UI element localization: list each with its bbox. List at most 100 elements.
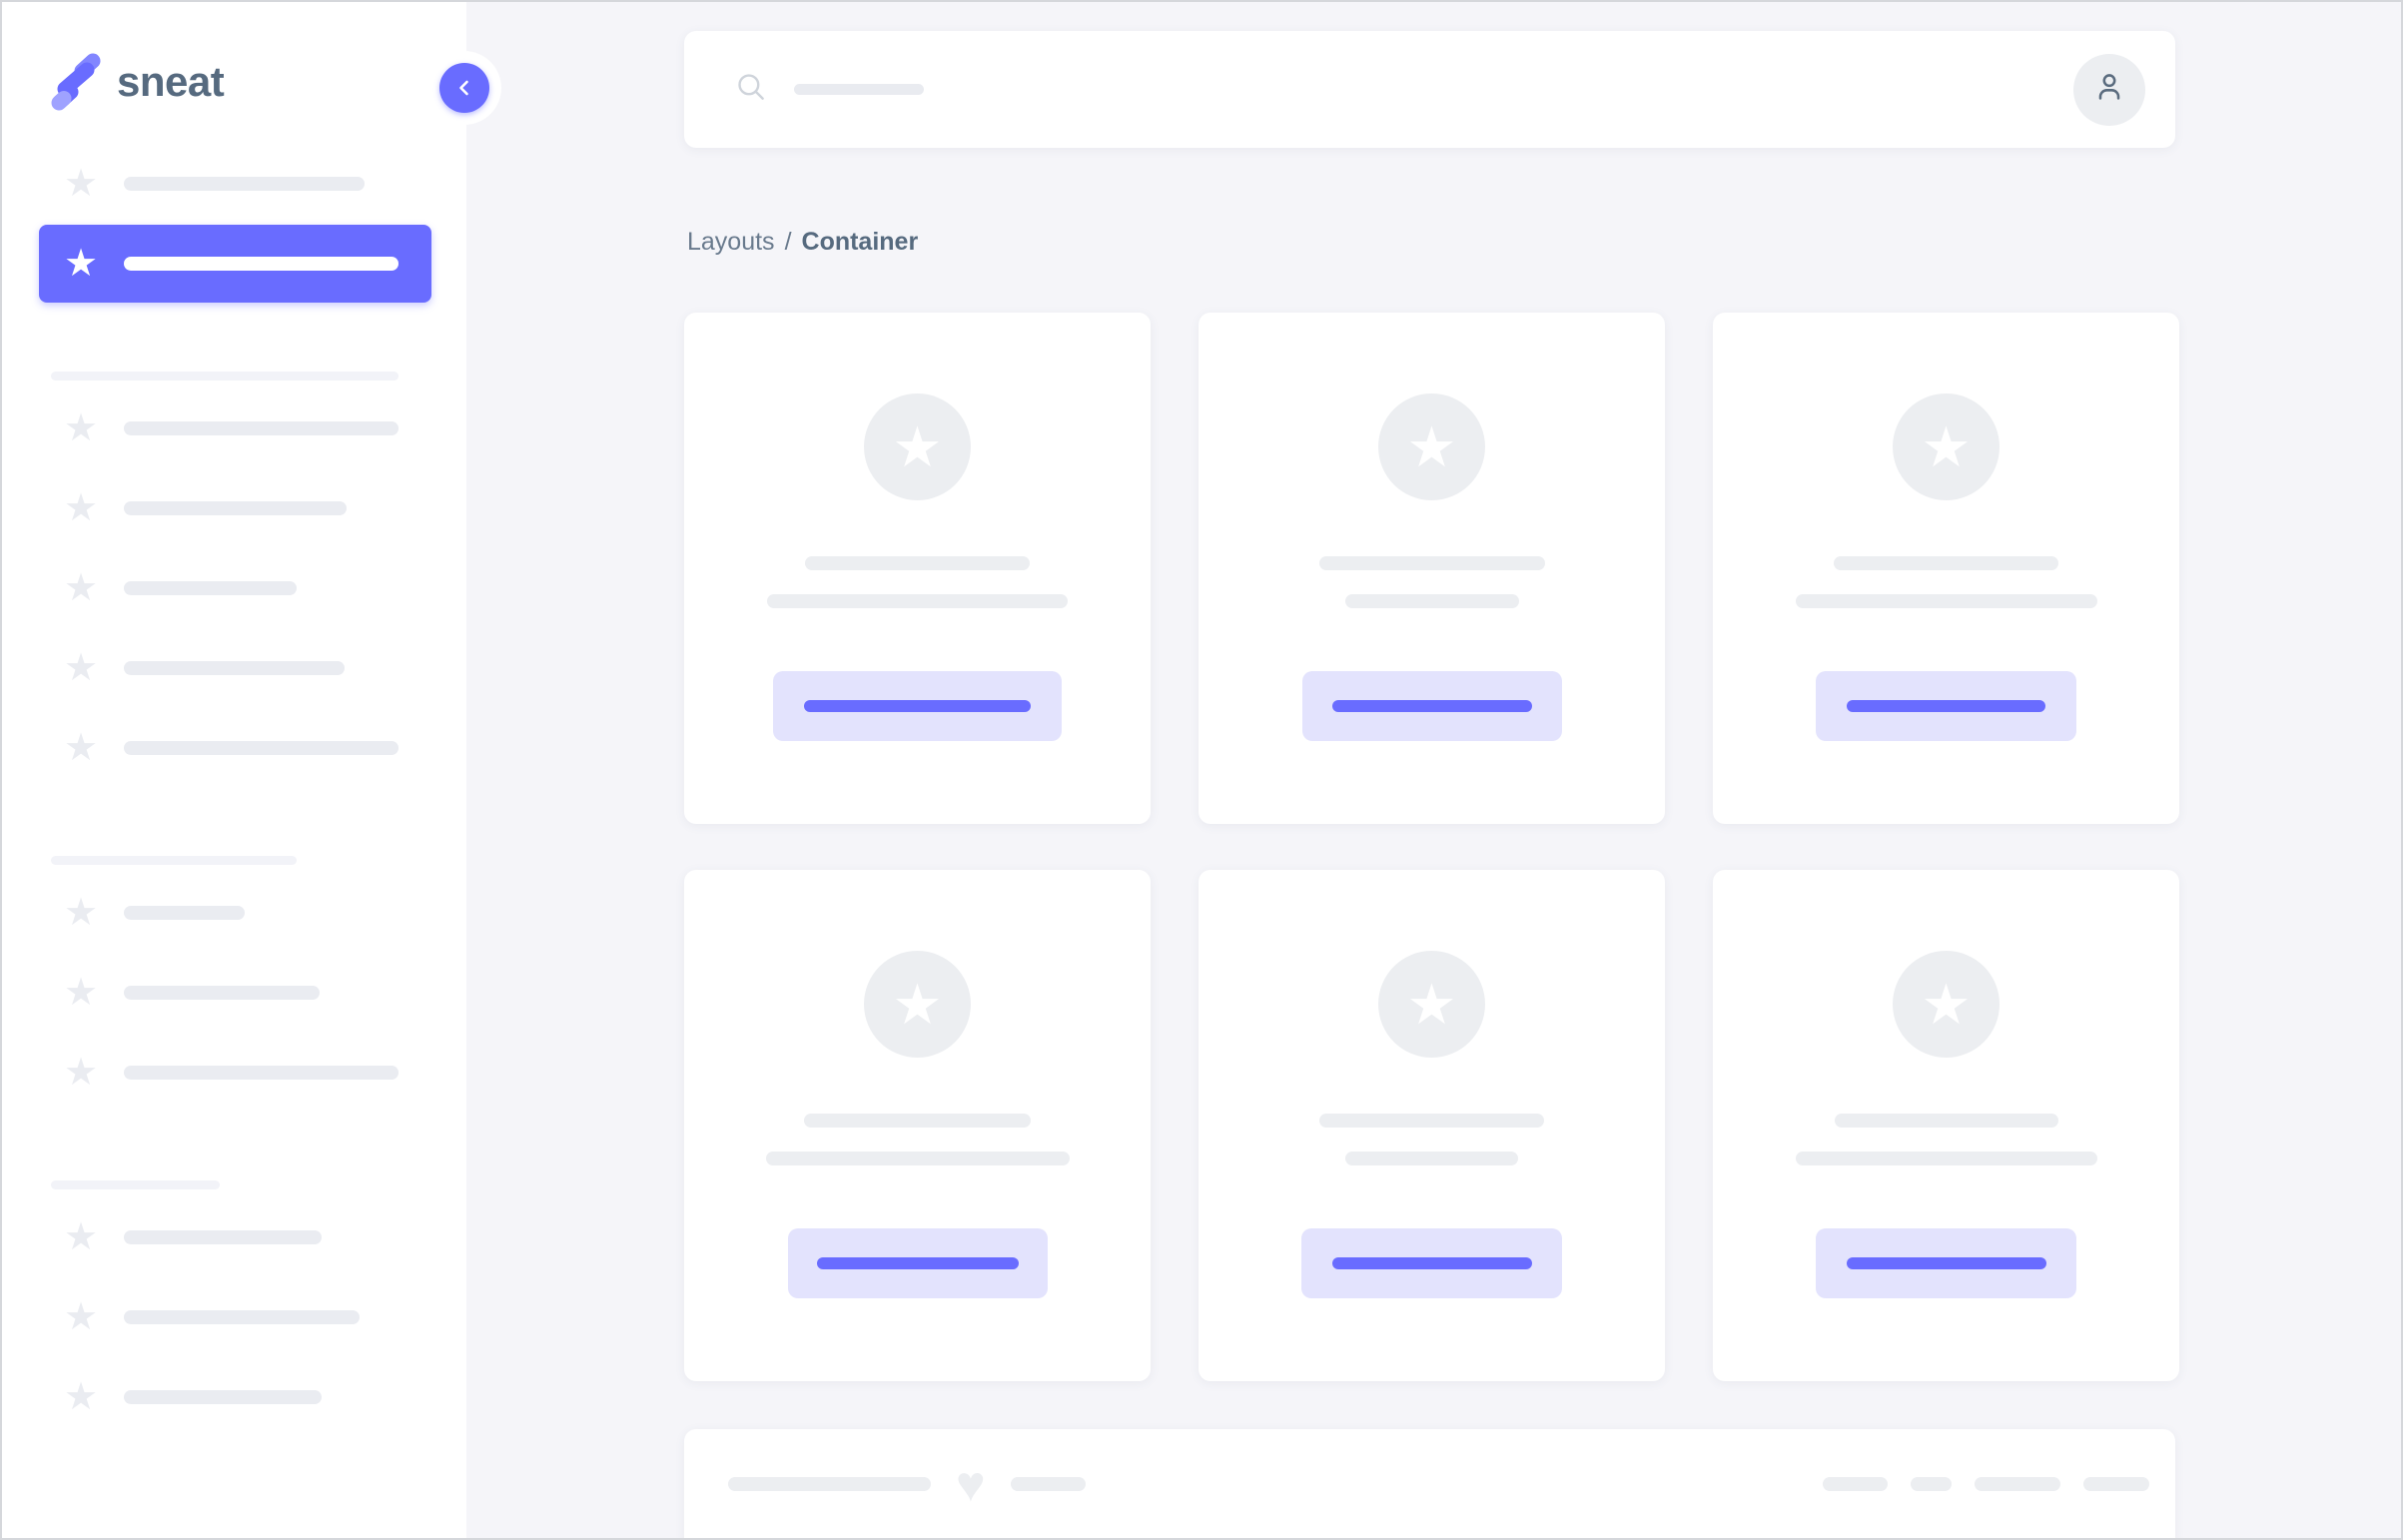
brand-name: sneat [117,58,225,105]
star-icon: ★ [63,1296,99,1338]
content-card: ★ [1713,870,2179,1381]
pagination-placeholder-bar [2083,1477,2149,1491]
search-bar-card[interactable] [684,31,2175,148]
card-button-placeholder[interactable] [787,1228,1048,1298]
content-card: ★ [1199,313,1665,824]
sidebar-item[interactable]: ★ [2,708,466,788]
menu-label-placeholder [124,741,399,755]
menu-label-placeholder [124,257,399,271]
star-icon: ★ [1921,972,1972,1036]
sidebar-item[interactable]: ★ [2,1197,466,1277]
button-label-placeholder [1331,700,1532,712]
star-icon: ★ [63,567,99,609]
menu-label-placeholder [124,1390,322,1404]
menu-section-divider [51,856,297,865]
sidebar-item[interactable]: ★ [2,388,466,468]
star-icon: ★ [63,892,99,934]
card-button-placeholder[interactable] [1301,671,1562,741]
breadcrumb-section[interactable]: Layouts [687,227,775,256]
sidebar-item[interactable]: ★ [2,1033,466,1113]
text-line-placeholder [1318,556,1545,570]
text-line-placeholder [1795,594,2097,608]
star-icon: ★ [63,1216,99,1258]
star-icon: ★ [63,727,99,769]
card-button-placeholder[interactable] [773,671,1062,741]
menu-section-divider [51,372,399,381]
menu-label-placeholder [124,906,245,920]
star-icon: ★ [63,487,99,529]
star-icon: ★ [1406,972,1457,1036]
search-placeholder-bar [794,84,924,95]
menu-label-placeholder [124,986,320,1000]
text-line-placeholder [1344,594,1519,608]
menu-label-placeholder [124,501,347,515]
search-icon [734,70,768,109]
sidebar-item[interactable]: ★ [2,548,466,628]
button-label-placeholder [1847,700,2045,712]
button-label-placeholder [1846,1257,2046,1269]
menu-label-placeholder [124,421,399,435]
pagination-placeholder-bar [1823,1477,1888,1491]
image-placeholder-circle: ★ [1378,951,1485,1058]
sidebar-collapse-button[interactable] [427,51,501,125]
menu-label-placeholder [124,177,365,191]
breadcrumb-separator: / [784,227,792,256]
breadcrumb-current: Container [801,227,919,256]
image-placeholder-circle: ★ [1893,951,2000,1058]
bottom-card-left-group: ♥ [728,1459,1086,1509]
card-grid: ★ ★ ★ ★ ★ ★ [684,313,2179,1381]
text-line-placeholder [765,1152,1070,1165]
star-icon: ★ [892,972,943,1036]
sidebar-item[interactable]: ★ [2,144,466,224]
sidebar-item-active[interactable]: ★ [39,225,431,303]
star-icon: ★ [63,972,99,1014]
sidebar-item[interactable]: ★ [2,468,466,548]
content-card: ★ [684,870,1151,1381]
card-button-placeholder[interactable] [1816,1228,2076,1298]
bottom-card-pagination [1823,1469,2149,1499]
star-icon: ★ [63,1052,99,1094]
menu-label-placeholder [124,581,297,595]
brand: sneat [47,45,225,119]
sidebar-item[interactable]: ★ [2,953,466,1033]
image-placeholder-circle: ★ [1378,393,1485,500]
text-line-placeholder [1795,1152,2097,1165]
text-line-placeholder [1834,556,2058,570]
user-avatar[interactable] [2073,53,2145,126]
content-card: ★ [684,313,1151,824]
card-button-placeholder[interactable] [1301,1228,1562,1298]
text-placeholder-bar [1010,1477,1086,1491]
sidebar-item[interactable]: ★ [2,1277,466,1357]
bottom-card: ♥ [684,1429,2175,1538]
sneat-logo-icon [47,50,101,114]
image-placeholder-circle: ★ [864,393,971,500]
menu-label-placeholder [124,661,345,675]
sidebar: sneat ★ ★ ★ ★ ★ ★ ★ ★ ★ ★ ★ ★ ★ [2,2,466,1538]
pagination-placeholder-bar [1911,1477,1952,1491]
content-card: ★ [1199,870,1665,1381]
menu-label-placeholder [124,1310,360,1324]
sidebar-item[interactable]: ★ [2,873,466,953]
star-icon: ★ [892,414,943,478]
text-placeholder-bar [728,1477,931,1491]
text-line-placeholder [1319,1114,1544,1128]
button-label-placeholder [1331,1257,1532,1269]
text-line-placeholder [804,1114,1031,1128]
menu-label-placeholder [124,1066,399,1080]
person-icon [2090,68,2128,111]
breadcrumb: Layouts / Container [684,224,2175,260]
star-icon: ★ [1406,414,1457,478]
star-icon: ★ [63,163,99,205]
menu-section-divider [51,1180,220,1189]
star-icon: ★ [1921,414,1972,478]
button-label-placeholder [816,1257,1019,1269]
text-line-placeholder [805,556,1030,570]
sidebar-item[interactable]: ★ [2,628,466,708]
sidebar-item[interactable]: ★ [2,1357,466,1437]
main-content: Layouts / Container ★ ★ ★ ★ ★ ★ ♥ [466,2,2401,1538]
image-placeholder-circle: ★ [864,951,971,1058]
card-button-placeholder[interactable] [1816,671,2076,741]
text-line-placeholder [767,594,1068,608]
menu-label-placeholder [124,1230,322,1244]
